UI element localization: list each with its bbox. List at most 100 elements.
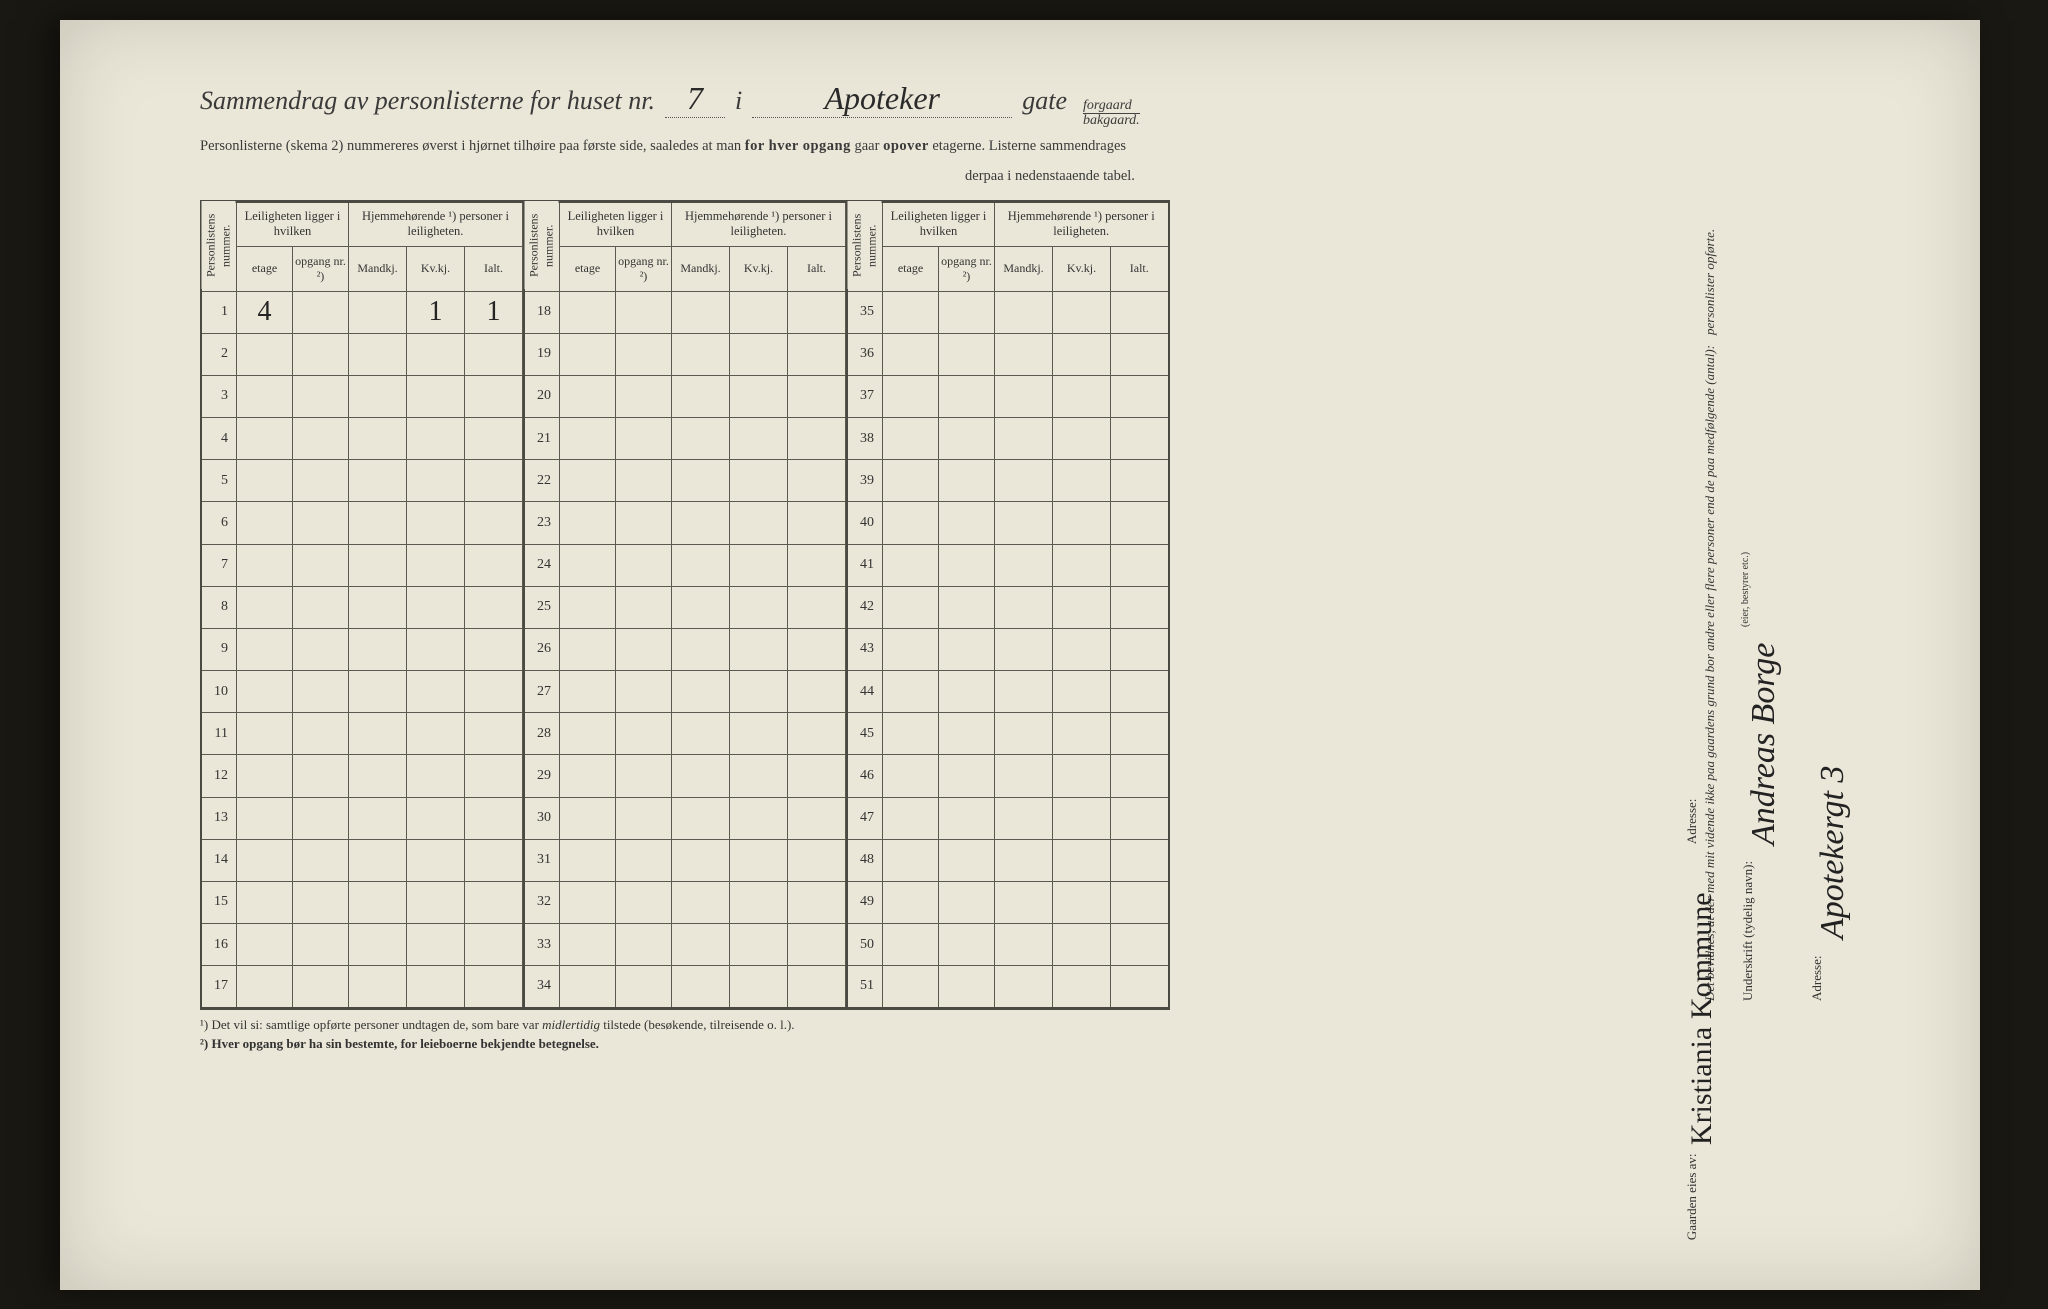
cell [293,418,349,460]
cell [293,291,349,333]
cell [349,755,407,797]
cell [995,460,1053,502]
cell [560,797,616,839]
row-number: 4 [201,418,237,460]
cell [465,628,523,670]
cell [616,628,672,670]
header: Sammendrag av personlisterne for huset n… [200,80,1900,188]
cell [1111,628,1169,670]
tables-wrap: Personlistens nummer. Leiligheten ligger… [200,200,1680,1007]
cell [883,544,939,586]
cell [560,966,616,1008]
cell [407,418,465,460]
row-number: 31 [524,839,560,881]
cell [616,713,672,755]
row-number: 51 [847,966,883,1008]
table-row: 12 [201,755,523,797]
row-number: 30 [524,797,560,839]
row-number: 27 [524,671,560,713]
cell [616,924,672,966]
cell [1111,375,1169,417]
cell [1053,713,1111,755]
cell [560,839,616,881]
cell [1053,586,1111,628]
cell [883,502,939,544]
cell [407,755,465,797]
col-personlistens-3: Personlistens nummer. [847,201,883,291]
cell [939,797,995,839]
table-row: 51 [847,966,1169,1008]
cell [1053,460,1111,502]
cell [939,586,995,628]
title-gate: gate [1022,86,1067,116]
cell [883,881,939,923]
adresse-block: Adresse: Apotekergt 3 [1803,200,1862,1007]
cell [939,671,995,713]
cell [465,671,523,713]
cell [672,797,730,839]
cell [788,755,846,797]
cell [995,333,1053,375]
cell [237,881,293,923]
cell [560,418,616,460]
cell [730,671,788,713]
cell [995,502,1053,544]
cell [465,755,523,797]
row-number: 33 [524,924,560,966]
cell [995,797,1053,839]
cell [672,502,730,544]
cell [616,418,672,460]
row-number: 28 [524,713,560,755]
cell [465,502,523,544]
table-row: 4 [201,418,523,460]
cell [407,713,465,755]
cell [939,755,995,797]
col-leiligheten: Leiligheten ligger i hvilken [237,201,349,247]
cell [616,586,672,628]
table-row: 50 [847,924,1169,966]
table-row: 24 [524,544,846,586]
table-row: 34 [524,966,846,1008]
cell [560,375,616,417]
cell [616,671,672,713]
cell [616,291,672,333]
cell [1111,418,1169,460]
cell [883,460,939,502]
cell [730,375,788,417]
cell [349,291,407,333]
cell [1111,460,1169,502]
table-row: 33 [524,924,846,966]
cell [939,628,995,670]
cell [995,375,1053,417]
cell [237,966,293,1008]
cell [407,839,465,881]
cell [1053,375,1111,417]
cell [616,333,672,375]
table-row: 44 [847,671,1169,713]
row-number: 10 [201,671,237,713]
cell [1053,291,1111,333]
cell [560,291,616,333]
cell [883,418,939,460]
personlister-line: personlister opførte. [1700,228,1720,334]
table-row: 23 [524,502,846,544]
cell [465,544,523,586]
cell [237,628,293,670]
table-row: 26 [524,628,846,670]
cell [1053,671,1111,713]
signature-block: Underskrift (tydelig navn): Andreas Borg… [1734,200,1793,1007]
table-row: 38 [847,418,1169,460]
cell [883,628,939,670]
cell [1053,544,1111,586]
table-row: 42 [847,586,1169,628]
cell: 1 [407,291,465,333]
cell [237,713,293,755]
cell [407,797,465,839]
row-number: 22 [524,460,560,502]
fraction-top: forgaard [1083,99,1140,114]
cell [995,924,1053,966]
row-number: 16 [201,924,237,966]
cell [672,881,730,923]
table-row: 32 [524,881,846,923]
cell [349,460,407,502]
